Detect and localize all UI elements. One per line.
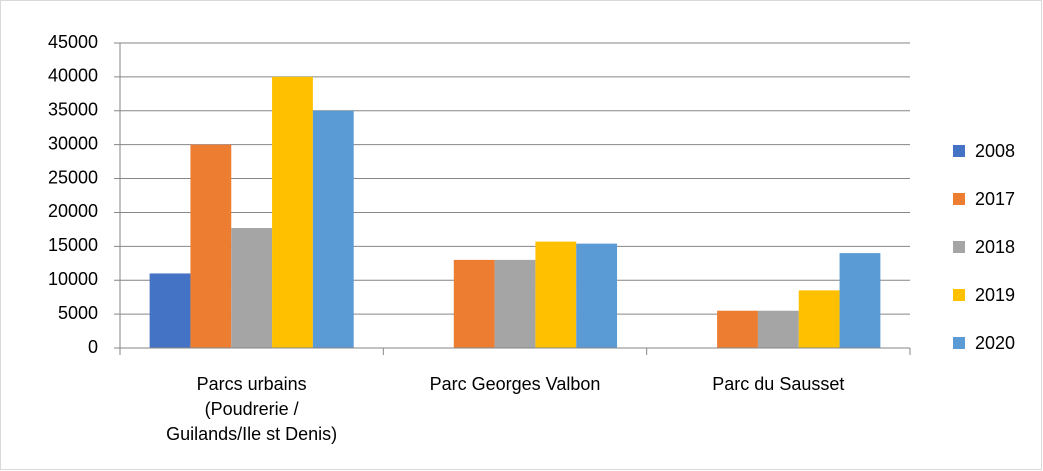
y-tick-label: 25000	[48, 167, 98, 187]
y-tick-label: 15000	[48, 235, 98, 255]
x-tick-label: Parc du Sausset	[712, 374, 845, 394]
legend-label: 2008	[975, 141, 1015, 161]
bar	[494, 259, 536, 348]
legend-swatch	[953, 289, 965, 301]
bar	[839, 253, 881, 348]
bar	[798, 290, 840, 348]
y-tick-label: 5000	[58, 303, 98, 323]
bar	[576, 243, 618, 348]
legend-swatch	[953, 337, 965, 349]
bar	[149, 273, 191, 348]
x-tick-label: Parc Georges Valbon	[429, 374, 601, 394]
bar	[453, 259, 495, 348]
y-tick-label: 0	[88, 337, 98, 357]
legend-swatch	[953, 193, 965, 205]
legend-label: 2020	[975, 333, 1015, 353]
y-tick-label: 30000	[48, 133, 98, 153]
bar	[231, 228, 273, 348]
y-tick-label: 45000	[48, 32, 98, 52]
y-tick-label: 20000	[48, 201, 98, 221]
legend-label: 2018	[975, 237, 1015, 257]
bar	[717, 310, 758, 348]
legend-label: 2019	[975, 285, 1015, 305]
y-tick-label: 35000	[48, 100, 98, 120]
x-tick-label: Parcs urbains (Poudrerie / Guilands/Ile …	[166, 374, 338, 444]
y-tick-label: 10000	[48, 269, 98, 289]
bar	[535, 241, 577, 348]
bar	[757, 310, 799, 348]
legend-label: 2017	[975, 189, 1015, 209]
bar	[190, 144, 232, 348]
bar	[312, 110, 354, 349]
bar	[272, 76, 313, 348]
legend-swatch	[953, 145, 965, 157]
legend-swatch	[953, 241, 965, 253]
y-tick-label: 40000	[48, 66, 98, 86]
